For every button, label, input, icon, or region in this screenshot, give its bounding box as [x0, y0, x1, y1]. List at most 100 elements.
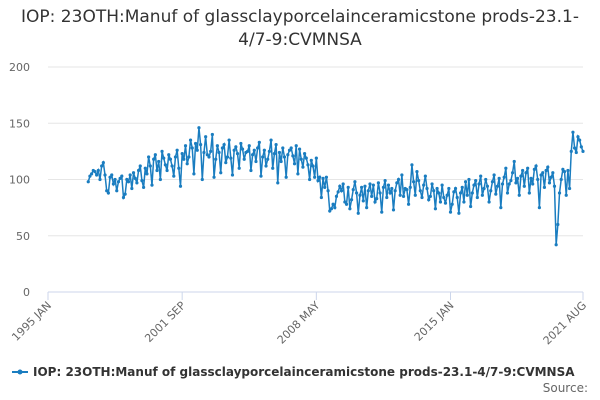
point — [410, 163, 414, 167]
y-tick-label: 200 — [9, 61, 30, 74]
point — [450, 202, 454, 206]
point — [309, 158, 313, 162]
point — [111, 182, 116, 186]
point — [128, 173, 132, 177]
point — [141, 185, 146, 189]
point — [395, 181, 399, 185]
point — [460, 185, 464, 189]
point — [422, 183, 426, 187]
point — [469, 204, 473, 209]
point — [150, 183, 154, 187]
point — [425, 186, 429, 191]
point — [462, 200, 466, 204]
point — [155, 168, 159, 173]
point — [519, 174, 523, 178]
point — [106, 191, 110, 195]
x-tick-label: 2021 AUG — [541, 299, 590, 348]
point — [269, 138, 273, 142]
point — [336, 190, 340, 194]
point — [252, 148, 256, 152]
point — [499, 206, 503, 210]
point — [417, 179, 421, 183]
point — [360, 185, 364, 189]
point — [299, 157, 303, 161]
point — [465, 193, 469, 197]
point — [284, 175, 288, 179]
point — [160, 149, 164, 153]
point — [341, 182, 345, 186]
point — [98, 177, 102, 182]
point — [143, 166, 147, 170]
point — [474, 179, 478, 183]
point — [116, 180, 121, 184]
point — [485, 184, 490, 188]
point — [200, 177, 204, 182]
point — [247, 144, 251, 148]
point — [551, 171, 555, 175]
point — [400, 173, 404, 177]
point — [279, 159, 283, 164]
point — [190, 146, 194, 150]
point — [442, 195, 446, 200]
point — [140, 179, 144, 183]
y-tick-label: 100 — [9, 174, 30, 187]
point — [579, 145, 583, 149]
point — [314, 156, 318, 160]
point — [113, 177, 117, 182]
point — [204, 135, 208, 139]
point — [567, 186, 572, 191]
point — [296, 172, 300, 176]
point — [448, 210, 453, 214]
point — [544, 168, 548, 173]
x-tick-label: 2001 SEP — [142, 299, 188, 345]
point — [235, 152, 240, 156]
point — [413, 193, 417, 197]
point — [118, 176, 122, 180]
point — [145, 172, 149, 176]
point — [371, 183, 375, 187]
point — [497, 176, 501, 180]
point — [323, 185, 327, 189]
point — [152, 157, 156, 161]
point — [209, 149, 213, 153]
point — [254, 159, 258, 164]
point — [282, 155, 287, 159]
point — [445, 193, 449, 197]
point — [430, 182, 434, 186]
point — [398, 193, 402, 197]
point — [554, 243, 558, 247]
point — [370, 194, 374, 198]
point — [313, 175, 317, 179]
point — [257, 140, 261, 144]
y-tick-label: 0 — [23, 286, 30, 299]
point — [292, 162, 297, 166]
point — [96, 168, 100, 173]
point — [321, 176, 325, 180]
point — [467, 177, 471, 182]
point — [440, 183, 444, 187]
point — [259, 174, 263, 178]
x-tick-label: 1995 JAN — [9, 299, 54, 344]
point — [306, 163, 310, 167]
point — [353, 180, 357, 184]
point — [489, 189, 493, 193]
point — [458, 191, 463, 195]
point — [318, 175, 322, 179]
point — [329, 207, 334, 211]
point — [324, 175, 329, 179]
point — [153, 153, 157, 157]
x-tick-label: 2008 MAY — [275, 299, 323, 347]
point — [183, 144, 188, 148]
point — [507, 182, 511, 186]
point — [157, 159, 161, 164]
point — [343, 200, 347, 204]
point — [536, 177, 540, 182]
point — [197, 126, 201, 130]
point — [526, 166, 530, 170]
point — [256, 146, 260, 150]
point — [271, 166, 275, 170]
point — [356, 211, 360, 215]
point — [380, 210, 384, 214]
point — [479, 174, 483, 178]
point — [573, 146, 577, 150]
